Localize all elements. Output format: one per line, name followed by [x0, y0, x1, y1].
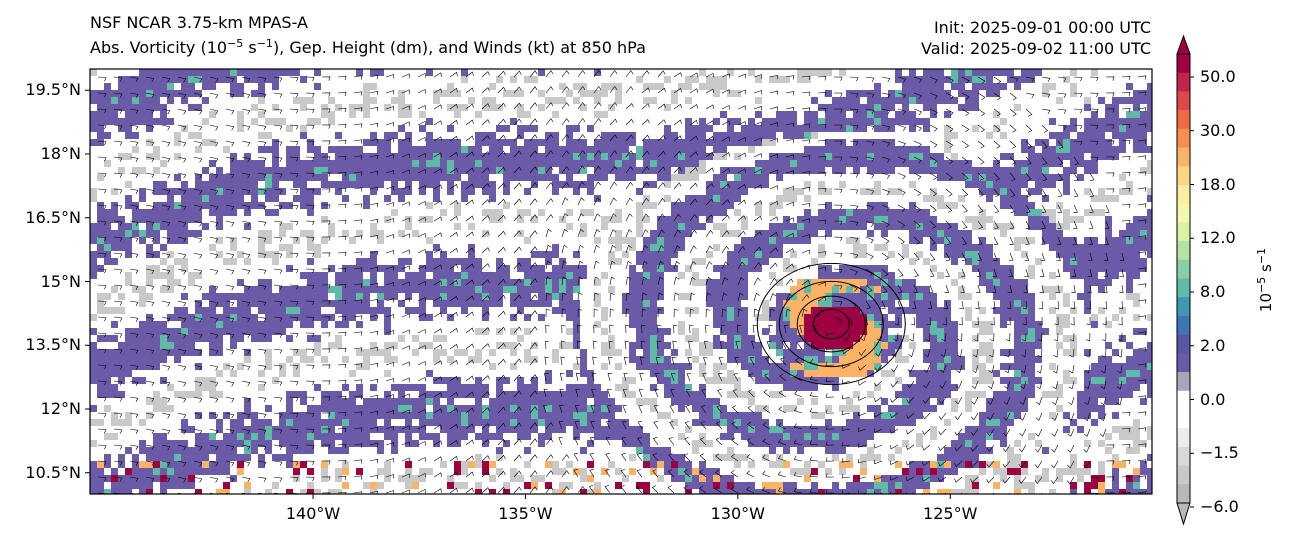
colorbar-tick-label: 2.0	[1200, 335, 1226, 355]
colorbar-tick-label: 8.0	[1200, 282, 1226, 301]
colorbar-segment	[1177, 297, 1190, 317]
colorbar-tick-label: −6.0	[1200, 497, 1239, 516]
colorbar-tick-label: 18.0	[1200, 174, 1236, 194]
colorbar-segment	[1177, 409, 1190, 429]
colorbar-segment	[1177, 334, 1190, 354]
wind-barbs	[97, 69, 1147, 494]
vorticity-field	[90, 69, 1152, 494]
colorbar-tick-label: −1.5	[1200, 443, 1239, 463]
colorbar-segment	[1177, 110, 1190, 130]
colorbar	[1176, 34, 1194, 526]
colorbar-tick-label: 30.0	[1200, 120, 1236, 140]
lat-tick-label: 10.5°N	[25, 462, 81, 482]
lat-tick-label: 12°N	[40, 399, 81, 418]
height-contour	[812, 308, 850, 340]
colorbar-segment	[1177, 147, 1190, 167]
colorbar-tick-label: 0.0	[1200, 389, 1226, 409]
colorbar-segment	[1177, 203, 1190, 223]
lon-tick-label: 130°W	[710, 504, 765, 523]
lat-tick-label: 16.5°N	[25, 207, 81, 227]
lon-tick-label: 140°W	[285, 504, 341, 523]
colorbar-frame	[1176, 53, 1191, 504]
colorbar-tick-label: 12.0	[1200, 228, 1236, 248]
colorbar-segment	[1177, 484, 1190, 504]
map-panel	[90, 69, 1152, 494]
colorbar-segment	[1177, 128, 1190, 149]
colorbar-segment	[1177, 372, 1190, 392]
colorbar-segment	[1177, 184, 1190, 205]
colorbar-extend-max	[1176, 34, 1191, 55]
lat-tick-label: 13.5°N	[25, 335, 81, 355]
colorbar-segment	[1177, 222, 1190, 242]
colorbar-title: 10−5 s−1	[1255, 247, 1275, 313]
colorbar-segment	[1177, 428, 1190, 448]
colorbar-tick-label: 50.0	[1200, 67, 1236, 86]
height-contour	[796, 295, 866, 353]
colorbar-segment	[1177, 390, 1190, 411]
colorbar-extend-min	[1176, 502, 1191, 526]
lon-tick-marks	[312, 494, 951, 499]
lon-tick-label: 135°W	[498, 504, 553, 523]
colorbar-segment	[1177, 166, 1190, 186]
colorbar-segment	[1177, 353, 1190, 373]
colorbar-segment	[1177, 446, 1190, 467]
colorbar-segment	[1177, 278, 1190, 298]
valid-time: Valid: 2025-09-02 11:00 UTC	[920, 39, 1151, 58]
model-title: NSF NCAR 3.75-km MPAS-A	[90, 13, 308, 32]
fields-title: Abs. Vorticity (10−5 s−1), Gep. Height (…	[90, 37, 646, 57]
colorbar-segment	[1177, 72, 1190, 93]
lat-tick-marks	[85, 89, 90, 474]
lat-tick-label: 15°N	[40, 271, 81, 291]
lat-tick-label: 19.5°N	[25, 80, 81, 100]
init-time: Init: 2025-09-01 00:00 UTC	[933, 18, 1151, 37]
colorbar-segment	[1177, 54, 1190, 74]
height-contour	[778, 280, 884, 368]
colorbar-segment	[1177, 315, 1190, 336]
height-contour	[756, 262, 906, 386]
lat-tick-label: 18°N	[40, 144, 81, 163]
height-contours	[756, 262, 906, 386]
colorbar-segment	[1177, 259, 1190, 280]
colorbar-segment	[1177, 91, 1190, 111]
colorbar-segment	[1177, 241, 1190, 261]
colorbar-segment	[1177, 465, 1190, 485]
lon-tick-label: 125°W	[923, 504, 978, 523]
